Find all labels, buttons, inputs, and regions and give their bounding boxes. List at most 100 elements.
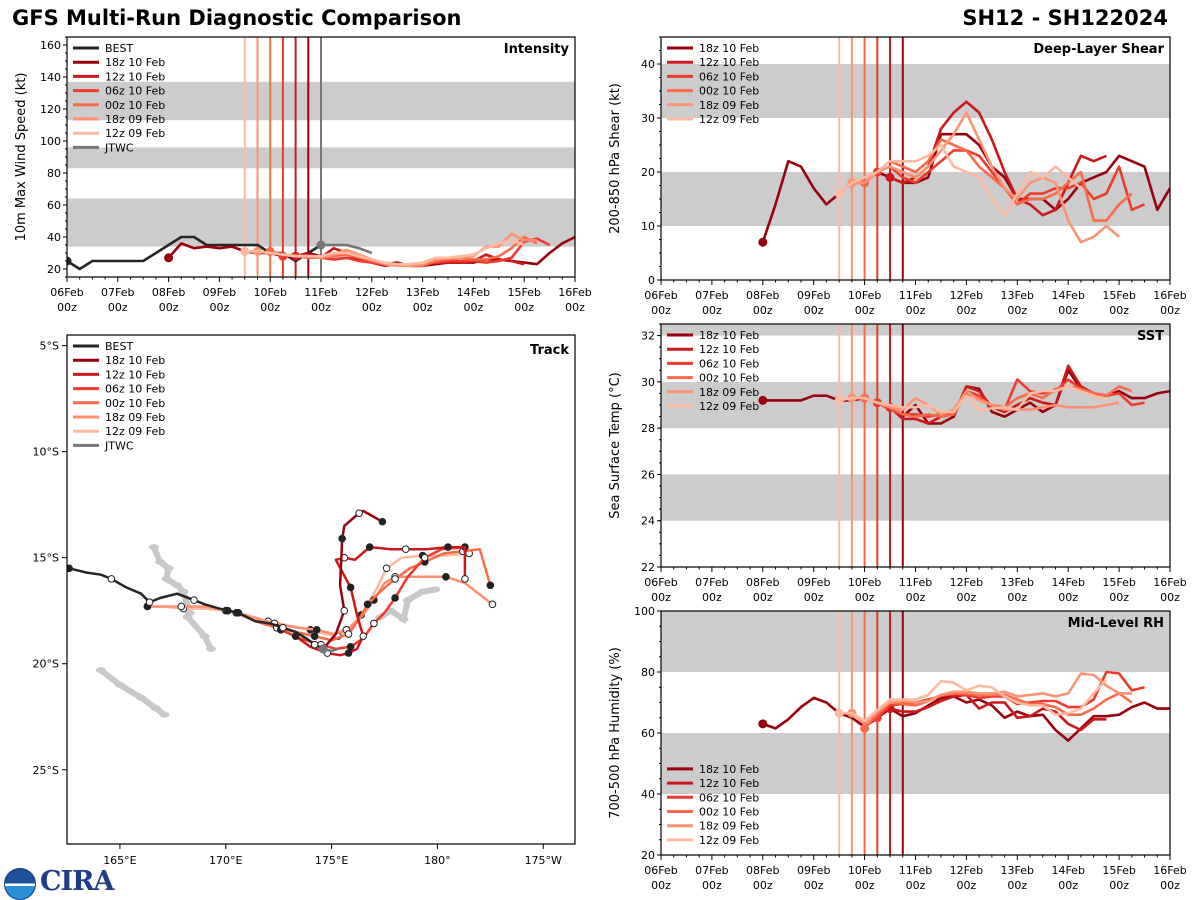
track-marker xyxy=(355,509,363,517)
legend-entry: 12z 10 Feb xyxy=(699,777,759,790)
series-line xyxy=(321,243,373,255)
track-marker xyxy=(67,564,73,573)
plot-area xyxy=(67,37,575,277)
shaded-band xyxy=(661,324,1170,336)
x-tick-label: 08Feb xyxy=(746,864,779,877)
land-vanuatu xyxy=(150,544,214,652)
x-tick-label: 12Feb xyxy=(950,576,983,589)
track-marker xyxy=(190,596,198,604)
legend-entry: 12z 10 Feb xyxy=(699,56,759,69)
x-tick-label: 00z xyxy=(311,301,331,314)
x-tick-label: 12Feb xyxy=(950,289,983,302)
shaded-band xyxy=(661,611,1170,672)
track-line xyxy=(294,545,467,657)
x-tick-label: 00z xyxy=(804,591,824,604)
x-tick-label: 13Feb xyxy=(1001,289,1034,302)
track-marker xyxy=(370,619,378,628)
track-marker xyxy=(378,517,387,526)
x-tick-label: 00z xyxy=(906,879,926,892)
x-tick-label: 00z xyxy=(1109,591,1129,604)
x-tick-label: 06Feb xyxy=(644,576,677,589)
x-tick-label: 12Feb xyxy=(355,286,388,299)
x-tick-label: 10Feb xyxy=(848,576,881,589)
x-tick-label: 00z xyxy=(260,301,280,314)
series-line xyxy=(889,693,1107,732)
x-tick-label: 00z xyxy=(906,304,926,317)
init-marker xyxy=(240,246,250,256)
track-marker xyxy=(461,575,469,583)
x-tick-label: 00z xyxy=(1007,879,1027,892)
track-marker xyxy=(488,600,497,609)
x-tick-label: 06Feb xyxy=(644,864,677,877)
y-tick-label: 20 xyxy=(641,166,655,179)
init-marker xyxy=(67,256,72,266)
x-tick-label: 00z xyxy=(957,879,977,892)
x-tick-label: 09Feb xyxy=(797,576,830,589)
x-tick-label: 00z xyxy=(957,591,977,604)
track-line xyxy=(147,552,470,638)
series-line xyxy=(838,143,1082,217)
figure-title: GFS Multi-Run Diagnostic Comparison xyxy=(12,6,462,30)
legend-entry: 12z 09 Feb xyxy=(699,113,759,126)
plot-area xyxy=(67,509,497,718)
legend-entry: 00z 10 Feb xyxy=(699,85,759,98)
series-line xyxy=(851,111,1120,244)
panel-rh: 20 40 60 80 100 06Feb 00z 07Feb 00z 08Feb 00z 09Feb… xyxy=(608,605,1187,892)
legend-entry: 12z 09 Feb xyxy=(699,834,759,847)
x-tick-label: 11Feb xyxy=(899,864,932,877)
x-tick-label: 00z xyxy=(804,879,824,892)
x-tick-label: 00z xyxy=(957,304,977,317)
y-tick-label: 60 xyxy=(47,199,61,212)
legend-entry: 12z 10 Feb xyxy=(699,343,759,356)
y-tick-label: 10 xyxy=(641,220,655,233)
x-tick-label: 16Feb xyxy=(1153,576,1186,589)
x-tick-label: 00z xyxy=(855,879,875,892)
storm-id: SH12 - SH122024 xyxy=(962,6,1168,30)
y-tick-label: 20 xyxy=(641,849,655,862)
x-tick-label: 00z xyxy=(906,591,926,604)
legend-entry: 18z 10 Feb xyxy=(699,329,759,342)
track-marker xyxy=(420,553,429,562)
panel-title: Intensity xyxy=(504,42,570,57)
y-tick-label: 30 xyxy=(641,112,655,125)
init-marker xyxy=(834,189,844,199)
y-tick-label: 20 xyxy=(47,263,61,276)
legend-entry: 18z 09 Feb xyxy=(105,113,165,126)
x-tick-label: 00z xyxy=(855,591,875,604)
x-tick-label: 14Feb xyxy=(1051,289,1084,302)
y-tick-label: 22 xyxy=(641,561,655,574)
legend-entry: 06z 10 Feb xyxy=(699,357,759,370)
x-tick-label: 16Feb xyxy=(1153,864,1186,877)
x-tick-label: 07Feb xyxy=(695,289,728,302)
legend-entry: 12z 09 Feb xyxy=(105,425,165,438)
init-marker xyxy=(834,395,844,405)
x-tick-label: 10Feb xyxy=(848,864,881,877)
panel-title: Deep-Layer Shear xyxy=(1033,42,1164,57)
series-line xyxy=(863,692,1133,730)
x-tick-label: 00z xyxy=(651,304,671,317)
legend-entry: 12z 10 Feb xyxy=(105,368,165,381)
x-tick-label: 00z xyxy=(57,301,77,314)
legend-entry: BEST xyxy=(105,42,133,55)
y-tick-label: 28 xyxy=(641,422,655,435)
x-tick-label: 170°E xyxy=(209,854,242,867)
x-tick-label: 00z xyxy=(702,304,722,317)
y-tick-label: 60 xyxy=(641,727,655,740)
plot-area xyxy=(661,37,1170,280)
x-tick-label: 00z xyxy=(514,301,534,314)
x-tick-label: 16Feb xyxy=(558,286,591,299)
init-marker xyxy=(860,723,870,733)
x-tick-label: 00z xyxy=(855,304,875,317)
panel-title: Track xyxy=(530,343,569,358)
axes-frame xyxy=(66,334,576,845)
x-tick-label: 00z xyxy=(702,591,722,604)
noaa-logo-icon xyxy=(4,868,36,900)
y-tick-label: 80 xyxy=(47,167,61,180)
y-tick-label: 160 xyxy=(40,39,61,52)
track-marker xyxy=(177,602,186,611)
x-tick-label: 00z xyxy=(1007,591,1027,604)
series-line xyxy=(851,389,1120,416)
legend-entry: BEST xyxy=(105,340,133,353)
